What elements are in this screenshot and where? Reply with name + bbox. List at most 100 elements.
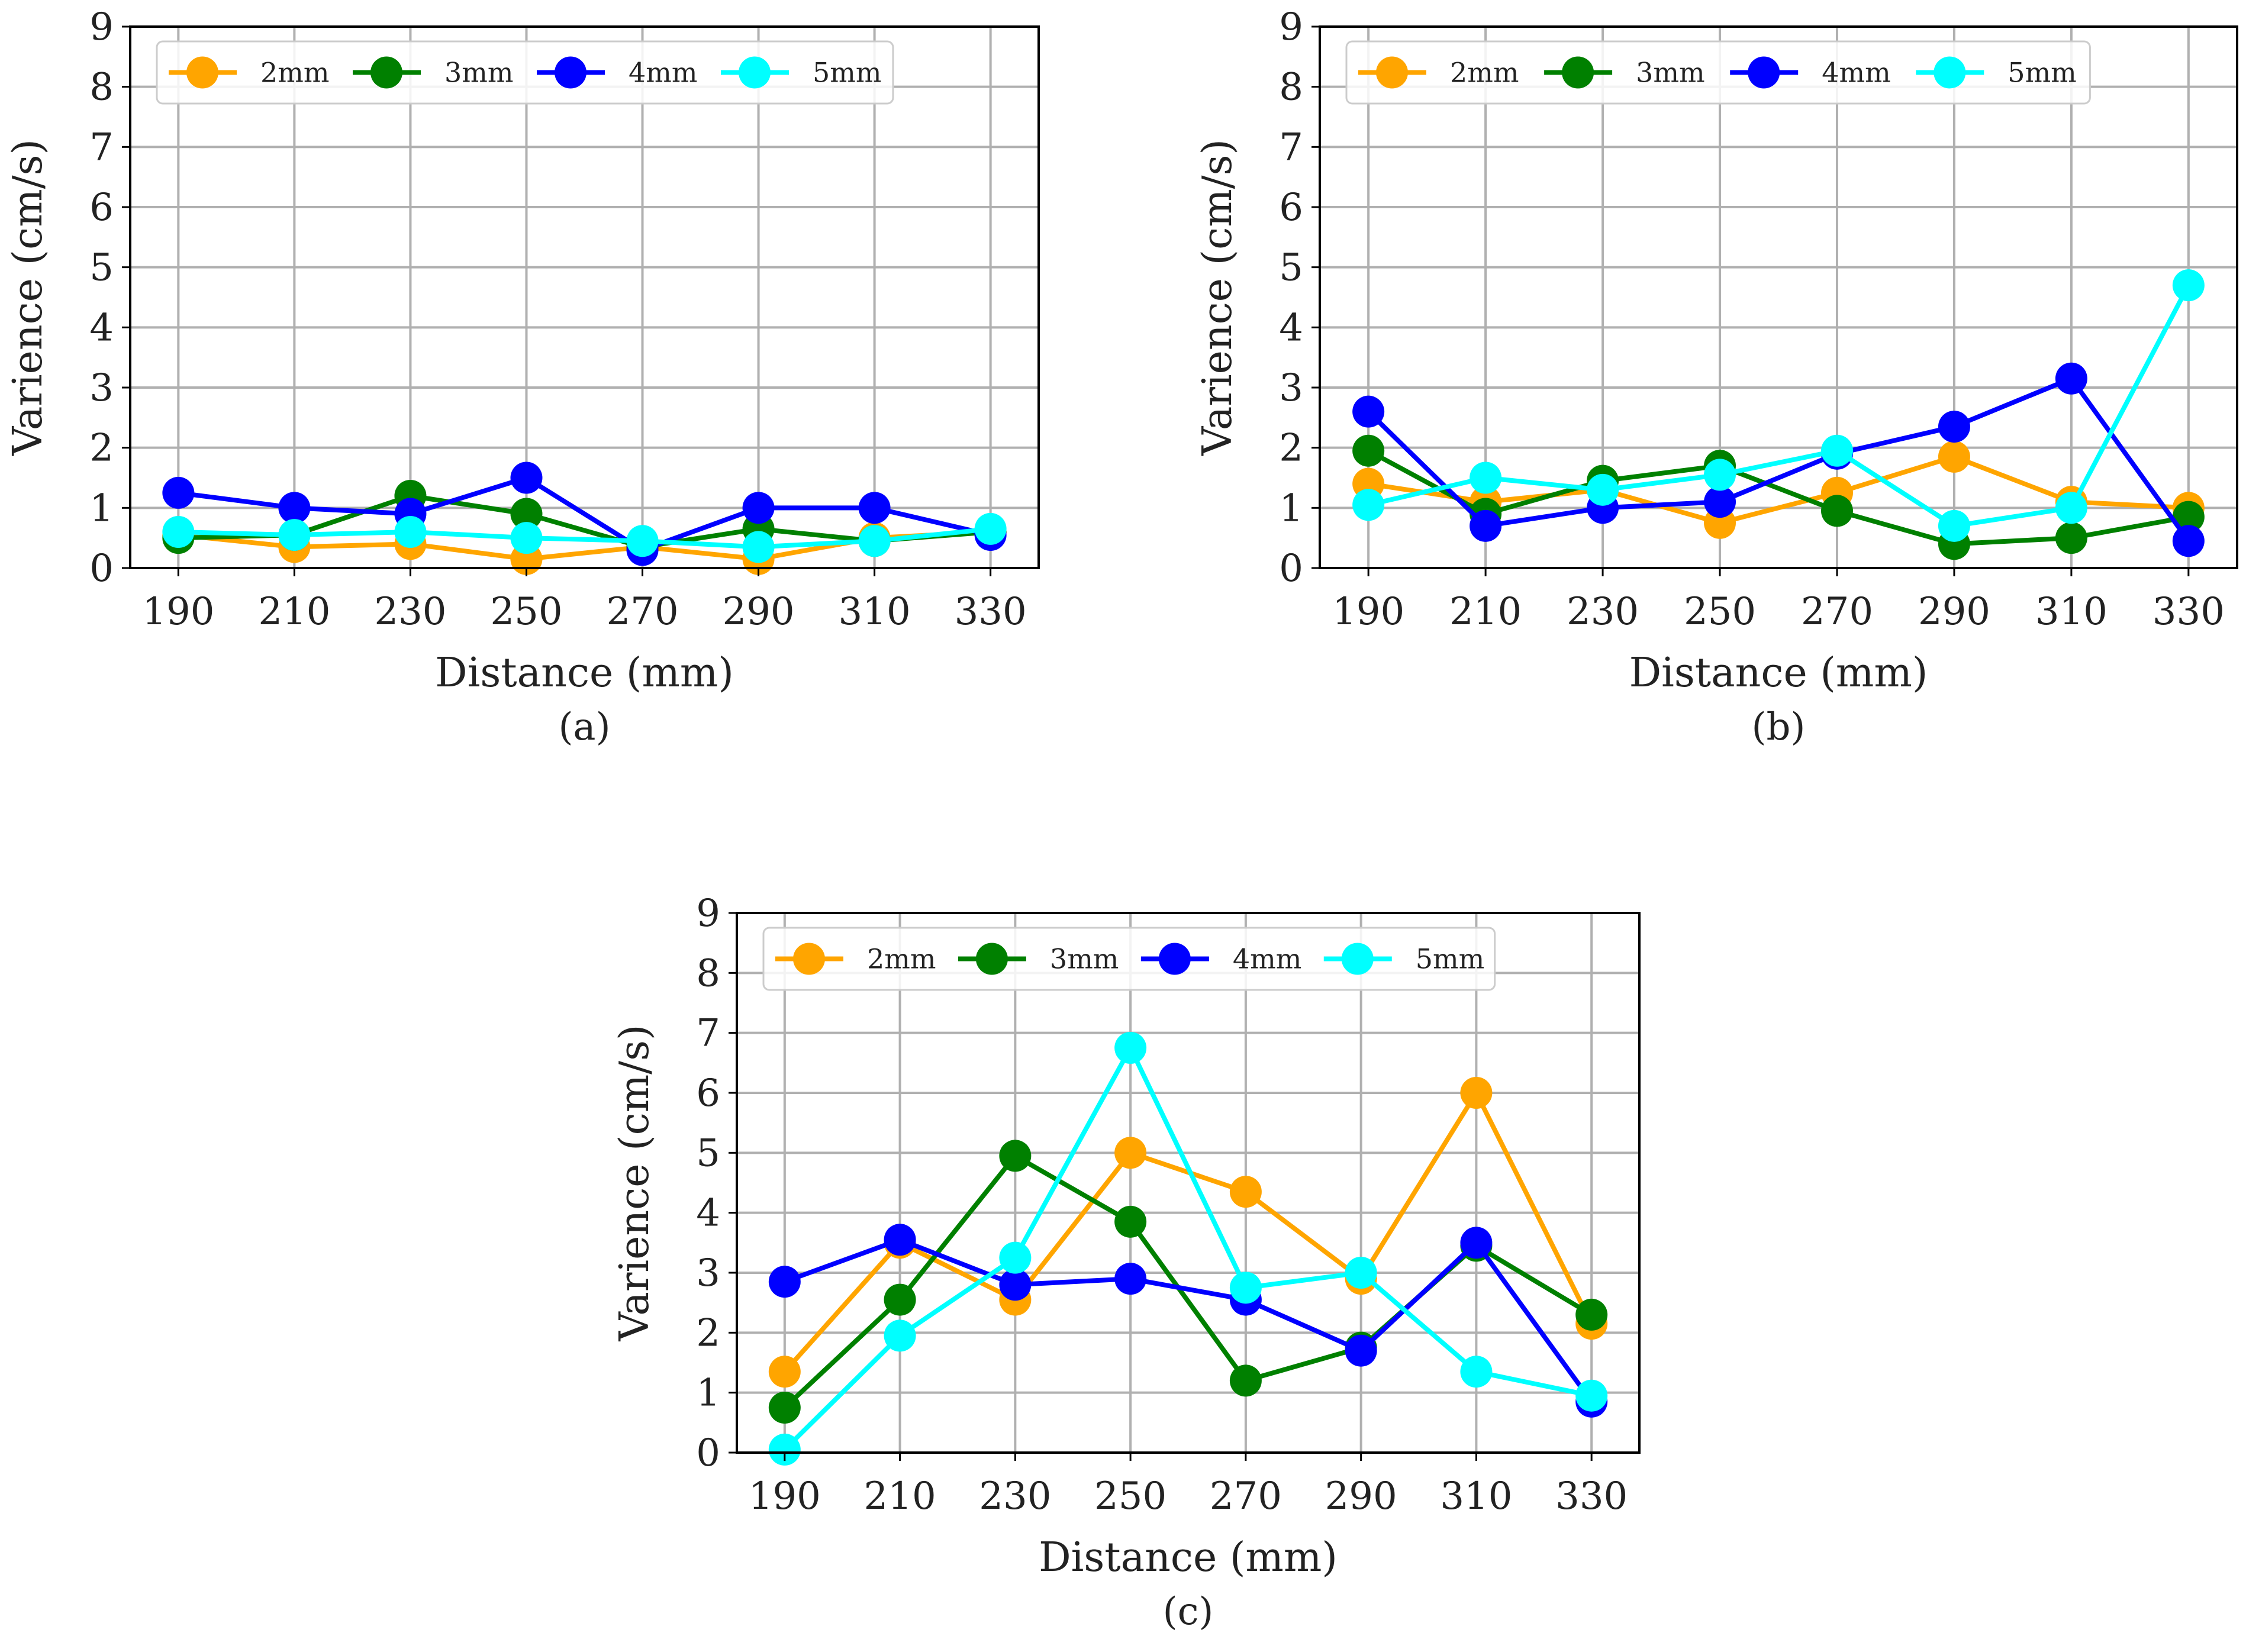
legend-label: 3mm <box>1636 57 1705 89</box>
legend-swatch-marker <box>554 56 587 89</box>
x-axis-label: Distance (mm) <box>1039 1534 1338 1581</box>
y-tick-label: 7 <box>89 125 114 169</box>
data-point-5mm <box>1820 434 1853 467</box>
y-tick-label: 2 <box>1279 427 1303 470</box>
legend-swatch-marker <box>1158 943 1191 975</box>
data-point-5mm <box>626 525 659 557</box>
data-point-5mm <box>278 519 311 551</box>
grid <box>130 25 1039 569</box>
data-point-3mm <box>884 1283 916 1316</box>
x-tick-label: 270 <box>606 590 678 634</box>
legend-swatch-marker <box>1376 56 1408 89</box>
data-point-4mm <box>858 492 891 524</box>
series-line-4mm <box>178 475 991 553</box>
y-tick-label: 0 <box>89 547 114 591</box>
x-tick-label: 310 <box>839 590 911 634</box>
data-point-4mm <box>510 462 543 494</box>
ticks: 190 210 230 250 270 290 310 330 0 1 2 3 4 5 6 7 8 9 <box>89 5 1026 634</box>
data-point-3mm <box>2055 522 2087 554</box>
ticks: 190 210 230 250 270 290 310 330 0 1 2 3 4 5 6 7 8 9 <box>1279 5 2225 634</box>
legend-swatch-marker <box>738 56 771 89</box>
legend-swatch-marker <box>1562 56 1594 89</box>
legend-swatch-marker <box>975 943 1008 975</box>
x-tick-label: 270 <box>1801 590 1873 634</box>
x-tick-label: 330 <box>1555 1474 1628 1518</box>
data-point-5mm <box>1587 473 1619 506</box>
legend: 2mm 3mm 4mm 5mm <box>1345 40 2091 105</box>
plot-frame <box>129 25 1040 569</box>
panel-caption: (a) <box>558 705 610 749</box>
series-line-4mm <box>1367 376 2191 543</box>
y-tick-label: 9 <box>1279 5 1303 49</box>
x-tick-label: 270 <box>1210 1474 1282 1518</box>
y-tick-label: 4 <box>89 306 114 350</box>
data-point-5mm <box>1704 459 1736 491</box>
data-point-4mm <box>1704 486 1736 518</box>
legend-label: 4mm <box>629 57 698 89</box>
y-tick-label: 3 <box>1279 366 1303 410</box>
data-point-2mm <box>1114 1137 1147 1169</box>
x-tick-label: 190 <box>1332 590 1404 634</box>
x-tick-label: 230 <box>979 1474 1051 1518</box>
legend-label: 2mm <box>260 57 330 89</box>
y-tick-label: 1 <box>89 486 114 530</box>
data-point-2mm <box>1229 1176 1262 1208</box>
data-point-5mm <box>1114 1032 1147 1064</box>
plot-frame <box>736 912 1641 1454</box>
data-point-3mm <box>2172 501 2205 533</box>
legend-label: 2mm <box>1450 57 1519 89</box>
x-tick-label: 310 <box>1440 1474 1512 1518</box>
x-tick-label: 230 <box>374 590 446 634</box>
legend-label: 2mm <box>867 943 936 975</box>
x-tick-label: 310 <box>2035 590 2108 634</box>
data-point-5mm <box>768 1433 801 1466</box>
data-point-3mm <box>1229 1364 1262 1397</box>
data-point-5mm <box>999 1241 1032 1274</box>
y-tick-label: 0 <box>1279 547 1303 591</box>
x-tick-label: 290 <box>1918 590 1990 634</box>
data-point-4mm <box>742 492 775 524</box>
y-tick-label: 5 <box>1279 246 1303 290</box>
series-line-5mm <box>1368 284 2191 528</box>
data-point-4mm <box>2055 362 2087 395</box>
y-tick-label: 5 <box>696 1131 720 1175</box>
x-axis-label: Distance (mm) <box>435 650 734 696</box>
legend-swatch-marker <box>186 56 218 89</box>
y-tick-label: 6 <box>696 1072 720 1115</box>
x-tick-label: 250 <box>1684 590 1756 634</box>
y-tick-label: 8 <box>1279 66 1303 109</box>
y-axis-label: Varience (cm/s) <box>1194 139 1241 456</box>
legend: 2mm 3mm 4mm 5mm <box>156 40 894 105</box>
data-point-5mm <box>162 516 195 548</box>
y-tick-label: 1 <box>1279 486 1303 530</box>
y-axis-label: Varience (cm/s) <box>611 1024 658 1341</box>
x-tick-label: 290 <box>1325 1474 1397 1518</box>
legend-label: 5mm <box>2007 57 2077 89</box>
data-point-3mm <box>1820 495 1853 527</box>
series-lines <box>162 462 1007 575</box>
data-point-2mm <box>768 1356 801 1388</box>
y-tick-label: 6 <box>1279 186 1303 230</box>
series-line-4mm <box>784 1237 1594 1403</box>
y-tick-label: 1 <box>696 1372 720 1415</box>
legend-label: 4mm <box>1233 943 1302 975</box>
grid <box>737 912 1639 1454</box>
series-line-3mm <box>178 493 991 550</box>
legend-label: 5mm <box>1416 943 1485 975</box>
panel-caption: (c) <box>1163 1590 1214 1634</box>
y-tick-label: 4 <box>696 1192 720 1235</box>
legend-swatch-marker <box>1748 56 1780 89</box>
data-point-4mm <box>2172 525 2205 557</box>
data-point-3mm <box>768 1392 801 1424</box>
data-point-4mm <box>278 492 311 524</box>
legend: 2mm 3mm 4mm 5mm <box>762 927 1496 991</box>
x-axis-label: Distance (mm) <box>1629 650 1928 696</box>
data-point-4mm <box>1345 1334 1377 1367</box>
data-point-5mm <box>394 516 427 548</box>
y-tick-label: 8 <box>89 66 114 109</box>
data-point-5mm <box>884 1319 916 1352</box>
data-point-4mm <box>768 1266 801 1298</box>
y-tick-label: 3 <box>696 1251 720 1295</box>
y-tick-label: 3 <box>89 366 114 410</box>
